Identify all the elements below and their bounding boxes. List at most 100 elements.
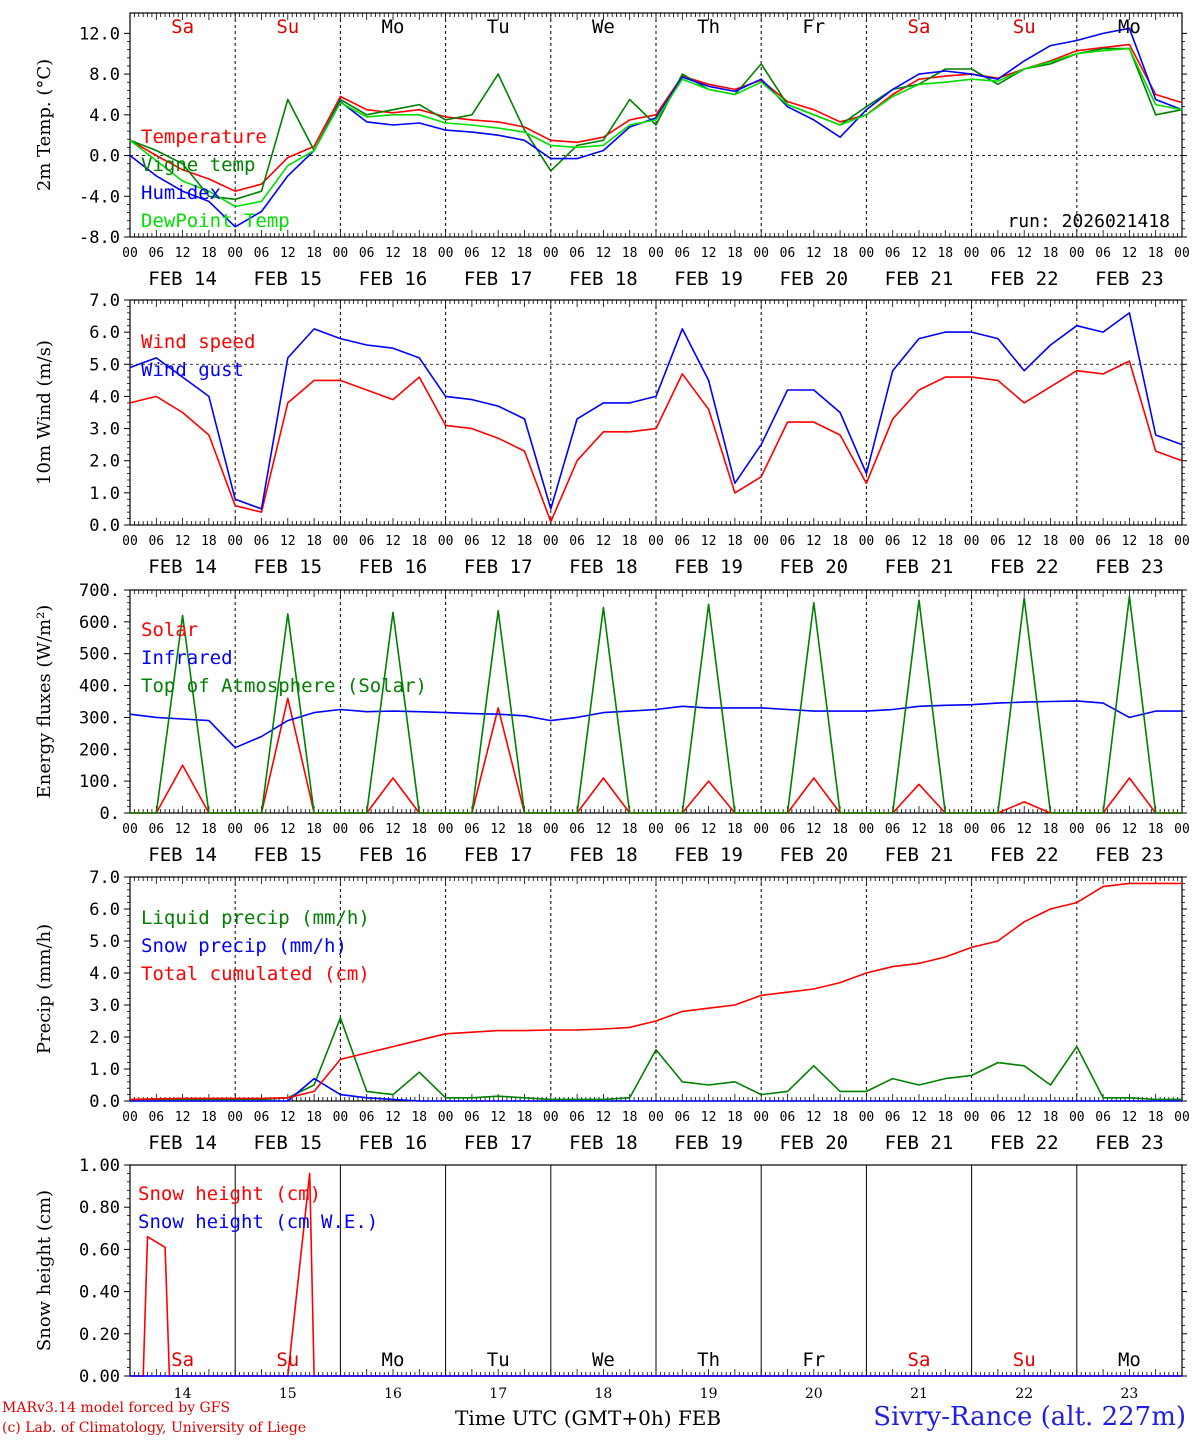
day-abbr: Th (697, 16, 720, 38)
x-hour-label: 12 (1016, 246, 1032, 261)
x-hour-label: 12 (911, 534, 927, 549)
x-hour-label: 00 (648, 246, 664, 261)
day-abbr: Sa (171, 16, 194, 38)
x-date-label: FEB 17 (464, 556, 533, 578)
x-hour-label: 00 (1069, 246, 1085, 261)
time-axis-label: Time UTC (GMT+0h) FEB (455, 1406, 722, 1430)
legend-entry: Temperature (141, 126, 267, 148)
series-top-of-atmosphere-solar (130, 595, 1182, 814)
x-hour-label: 12 (490, 246, 506, 261)
x-hour-label: 00 (1069, 822, 1085, 837)
x-hour-label: 18 (411, 822, 427, 837)
y-tick-label: 5.0 (89, 932, 120, 952)
x-hour-label: 06 (1095, 1110, 1111, 1125)
x-date-label: FEB 15 (253, 268, 322, 290)
y-tick-label: 8.0 (89, 65, 120, 85)
x-hour-label: 06 (990, 822, 1006, 837)
panel-4: 0.0 1.0 2.0 3.0 4.0 5.0 6.0 7.0 Precip (mm/h) Liq… (34, 868, 1190, 1154)
x-date-label: FEB 23 (1095, 556, 1164, 578)
legend-entry: DewPoint Temp (141, 210, 290, 232)
x-hour-label: 12 (911, 1110, 927, 1125)
y-axis-label: Snow height (cm) (34, 1190, 55, 1351)
x-date-label: FEB 22 (990, 844, 1059, 866)
x-hour-label: 12 (490, 1110, 506, 1125)
y-tick-label: 4.0 (89, 106, 120, 126)
x-hour-label: 18 (411, 1110, 427, 1125)
x-hour-label: 18 (306, 1110, 322, 1125)
x-date-label: FEB 17 (464, 268, 533, 290)
x-hour-label: 06 (569, 822, 585, 837)
x-date-label: FEB 14 (148, 268, 217, 290)
x-date-label: FEB 23 (1095, 1132, 1164, 1154)
x-hour-label: 18 (517, 822, 533, 837)
x-date-label: FEB 16 (359, 556, 428, 578)
day-abbr: Su (276, 16, 299, 38)
day-abbr: Fr (802, 1349, 825, 1371)
x-hour-label: 18 (306, 246, 322, 261)
x-date-label: FEB 18 (569, 268, 638, 290)
x-hour-label: 18 (1043, 1110, 1059, 1125)
x-hour-label: 06 (359, 822, 375, 837)
x-hour-label: 00 (859, 822, 875, 837)
day-abbr: Th (697, 1349, 720, 1371)
x-hour-label: 12 (1016, 1110, 1032, 1125)
x-hour-label: 00 (543, 534, 559, 549)
y-tick-label: 300. (79, 708, 120, 728)
y-tick-label: 0.20 (79, 1325, 120, 1345)
x-hour-label: 12 (280, 246, 296, 261)
x-date-label: FEB 21 (885, 268, 954, 290)
day-abbr: Su (1013, 16, 1036, 38)
x-hour-label: 12 (911, 246, 927, 261)
x-day-number: 16 (384, 1386, 402, 1402)
panel-5: 0.00 0.20 0.40 0.60 0.80 1.00 Snow height (cm)… (34, 1156, 1187, 1402)
day-abbr: Mo (1118, 16, 1141, 38)
x-hour-label: 18 (937, 1110, 953, 1125)
x-hour-label: 18 (622, 1110, 638, 1125)
x-hour-label: 12 (596, 822, 612, 837)
x-hour-label: 00 (227, 534, 243, 549)
x-hour-label: 06 (148, 534, 164, 549)
x-hour-label: 00 (122, 246, 138, 261)
y-tick-label: 0.00 (79, 1367, 120, 1387)
x-hour-label: 18 (411, 246, 427, 261)
x-hour-label: 12 (175, 822, 191, 837)
x-hour-label: 00 (859, 246, 875, 261)
x-hour-label: 00 (543, 246, 559, 261)
x-hour-label: 12 (280, 822, 296, 837)
x-hour-label: 12 (1122, 1110, 1138, 1125)
model-credit: MARv3.14 model forced by GFS (2, 1400, 231, 1416)
legend-entry: Wind gust (141, 359, 244, 381)
x-hour-label: 00 (964, 534, 980, 549)
x-hour-label: 00 (1069, 534, 1085, 549)
x-hour-label: 06 (885, 534, 901, 549)
x-hour-label: 12 (701, 534, 717, 549)
x-day-number: 22 (1015, 1386, 1033, 1402)
y-tick-label: 6.0 (89, 323, 120, 343)
x-hour-label: 00 (333, 1110, 349, 1125)
x-hour-label: 12 (175, 246, 191, 261)
y-tick-label: 6.0 (89, 900, 120, 920)
x-date-label: FEB 19 (674, 556, 743, 578)
x-hour-label: 00 (438, 246, 454, 261)
y-tick-label: 5.0 (89, 355, 120, 375)
x-date-label: FEB 18 (569, 556, 638, 578)
x-hour-label: 00 (859, 1110, 875, 1125)
x-hour-label: 12 (385, 246, 401, 261)
legend-entry: Infrared (141, 647, 233, 669)
x-date-label: FEB 18 (569, 844, 638, 866)
day-abbr: Mo (1118, 1349, 1141, 1371)
station-name: Sivry-Rance (alt. 227m) (873, 1402, 1186, 1432)
day-abbr: Mo (382, 16, 405, 38)
x-date-label: FEB 18 (569, 1132, 638, 1154)
x-hour-label: 00 (1069, 1110, 1085, 1125)
x-hour-label: 00 (438, 1110, 454, 1125)
y-tick-label: 7.0 (89, 868, 120, 888)
y-tick-label: 4.0 (89, 964, 120, 984)
x-date-label: FEB 16 (359, 268, 428, 290)
y-tick-label: 2.0 (89, 1028, 120, 1048)
legend-entry: Solar (141, 619, 198, 641)
x-hour-label: 00 (753, 246, 769, 261)
x-hour-label: 00 (438, 822, 454, 837)
y-tick-label: 0.60 (79, 1240, 120, 1260)
